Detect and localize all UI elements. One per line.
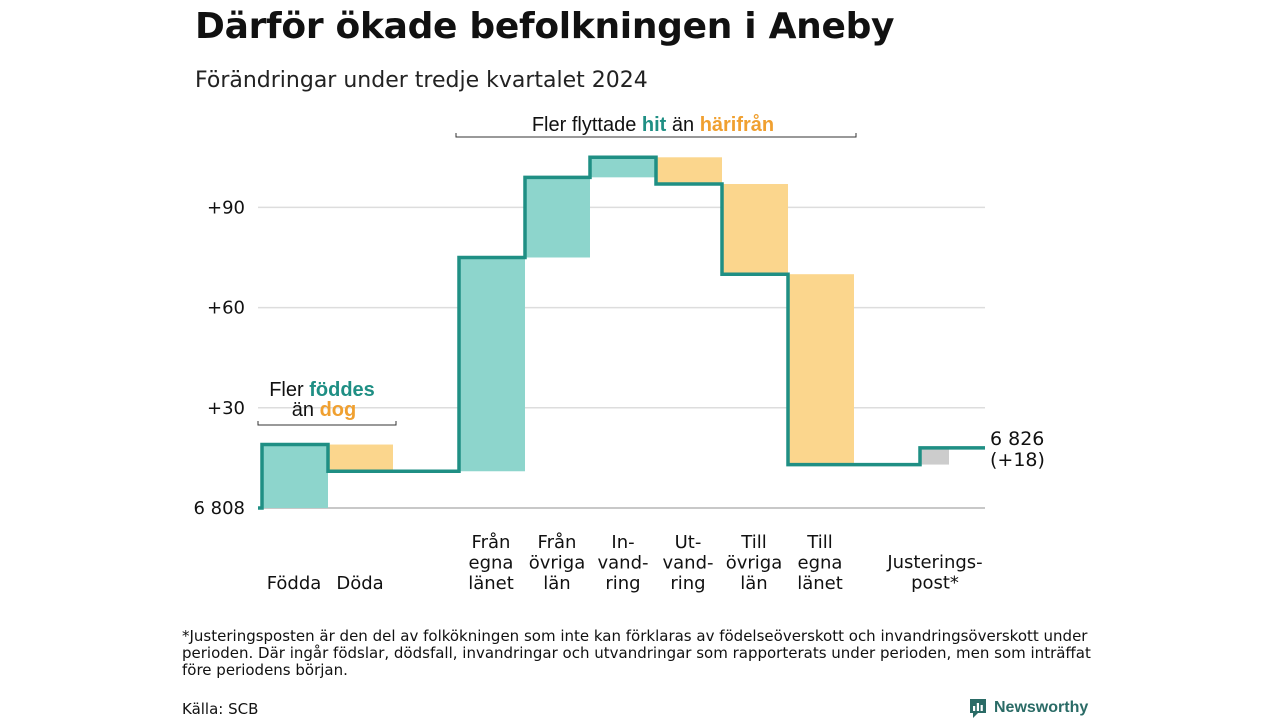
- births-annotation-line2: än dog: [292, 399, 356, 421]
- births-an: än: [292, 399, 320, 421]
- x-tick-label: Från: [472, 532, 511, 553]
- footnote: *Justeringsposten är den del av folkökni…: [182, 627, 1091, 679]
- newsworthy-logo-text: Newsworthy: [994, 699, 1089, 716]
- x-tick-label: övriga: [726, 553, 783, 574]
- chart-title: Därför ökade befolkningen i Aneby: [195, 6, 895, 47]
- y-tick-label: +60: [207, 298, 245, 319]
- x-tick-label: egna: [798, 553, 843, 574]
- waterfall-bar: [459, 257, 525, 472]
- waterfall-bar: [788, 274, 854, 465]
- x-tick-label: Till: [806, 532, 832, 553]
- x-tick-label: Ut-: [675, 532, 702, 553]
- x-tick-label: länet: [468, 573, 514, 594]
- x-tick-label: Till: [740, 532, 766, 553]
- x-tick-label: län: [740, 573, 767, 594]
- migration-hit: hit: [642, 114, 667, 136]
- births-bracket: [257, 421, 397, 426]
- newsworthy-logo-icon: [970, 699, 986, 718]
- births-prefix: Fler: [269, 379, 309, 401]
- source-label: Källa: SCB: [182, 700, 259, 718]
- x-tick-label: post*: [911, 573, 959, 594]
- waterfall-bar: [328, 444, 393, 472]
- migration-prefix: Fler flyttade: [532, 114, 642, 136]
- waterfall-bar: [722, 184, 788, 275]
- x-tick-label: ring: [605, 573, 640, 594]
- x-tick-label: vand-: [662, 553, 713, 574]
- births-annotation-line1: Fler föddes: [269, 379, 375, 401]
- waterfall-bar: [262, 444, 328, 508]
- waterfall-bar: [590, 157, 656, 178]
- waterfall-bar: [525, 177, 590, 258]
- migration-middle: än: [666, 114, 699, 136]
- waterfall-bar: [656, 157, 722, 185]
- chart-subtitle: Förändringar under tredje kvartalet 2024: [195, 68, 648, 93]
- end-value-label: 6 826: [990, 428, 1044, 450]
- y-tick-label: +90: [207, 197, 245, 218]
- x-tick-label: övriga: [529, 553, 586, 574]
- migration-annotation: Fler flyttade hit än härifrån: [532, 113, 774, 136]
- waterfall-bar: [920, 447, 949, 465]
- newsworthy-logo[interactable]: Newsworthy: [968, 697, 1088, 719]
- migration-bracket: [455, 133, 857, 138]
- births-dog: dog: [320, 399, 357, 421]
- cumulative-step-line: [258, 155, 985, 510]
- x-tick-label: Döda: [336, 573, 383, 594]
- y-tick-label: 6 808: [193, 498, 245, 519]
- end-change-label: (+18): [990, 449, 1045, 471]
- x-tick-label: egna: [469, 553, 514, 574]
- x-tick-label: In-: [611, 532, 634, 553]
- x-tick-label: Från: [538, 532, 577, 553]
- x-tick-label: vand-: [597, 553, 648, 574]
- x-tick-label: Justerings-: [886, 552, 982, 573]
- x-tick-label: ring: [670, 573, 705, 594]
- y-tick-label: +30: [207, 398, 245, 419]
- births-foddes: föddes: [309, 379, 375, 401]
- x-tick-label: Födda: [267, 573, 322, 594]
- x-tick-label: län: [543, 573, 570, 594]
- migration-harifran: härifrån: [700, 113, 774, 136]
- x-tick-label: länet: [797, 573, 843, 594]
